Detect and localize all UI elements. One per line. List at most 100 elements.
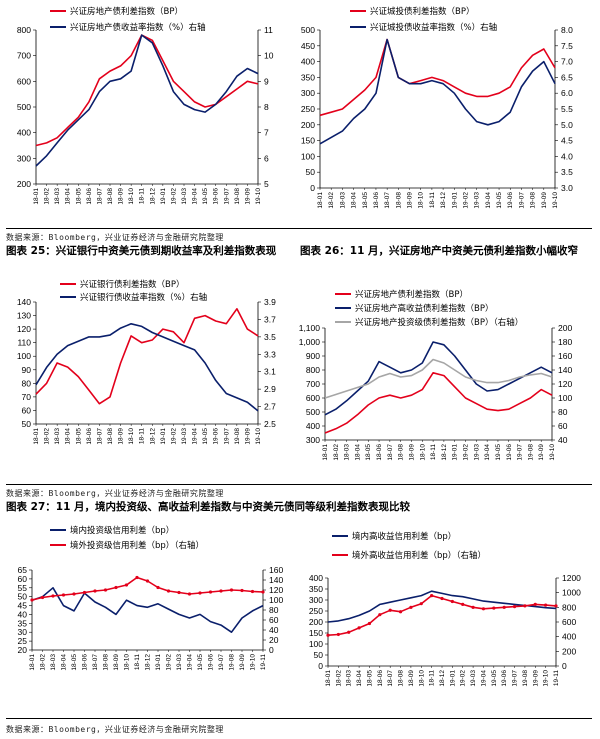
y-left-tick-label: 35 (18, 618, 28, 628)
legend-label: 境外投资级信用利差（bp）（右轴） (70, 540, 204, 551)
x-tick-label: 18-07 (387, 670, 394, 687)
series-point (450, 599, 454, 604)
x-tick-label: 19-05 (202, 188, 209, 205)
x-tick-label: 19-10 (552, 192, 559, 209)
y-right-tick-label: 100 (558, 393, 572, 403)
y-right-tick-label: 80 (269, 605, 279, 615)
y-left-tick-label: 800 (17, 25, 31, 35)
x-tick-label: 18-05 (362, 192, 369, 209)
y-right-tick-label: 800 (562, 602, 576, 612)
series-point (166, 589, 171, 593)
series-point (533, 602, 537, 607)
x-tick-label: 18-04 (356, 670, 363, 687)
x-tick-label: 19-03 (181, 428, 188, 445)
y-right-tick-label: 160 (558, 351, 572, 361)
series-line-1 (35, 307, 259, 405)
series-line-2 (319, 38, 556, 145)
x-tick-label: 19-02 (170, 188, 177, 205)
x-tick-label: 19-07 (223, 428, 230, 445)
series-point (523, 604, 527, 608)
x-tick-label: 18-11 (430, 444, 437, 461)
x-tick-label: 19-03 (181, 188, 188, 205)
y-left-tick-label: 25 (18, 636, 28, 646)
x-tick-label: 18-01 (317, 192, 324, 209)
y-left-tick-label: 450 (301, 41, 315, 51)
x-tick-label: 19-04 (192, 428, 199, 445)
x-tick-label: 18-06 (86, 188, 93, 205)
series-point (481, 607, 486, 611)
x-tick-label: 19-04 (187, 654, 194, 671)
chart-5: 2025303540455055606502040608010012014016… (18, 525, 284, 671)
x-tick-label: 18-11 (429, 192, 436, 209)
series-point (409, 605, 413, 609)
y-right-tick-label: 400 (562, 632, 576, 642)
x-tick-label: 18-01 (322, 444, 329, 461)
x-tick-label: 18-06 (373, 192, 380, 209)
y-right-tick-label: 8 (264, 102, 269, 112)
y-left-tick-label: 400 (301, 57, 315, 67)
x-tick-label: 18-08 (107, 428, 114, 445)
y-left-tick-label: 100 (301, 151, 315, 161)
series-point (145, 579, 150, 583)
y-right-tick-label: 140 (269, 575, 283, 585)
series-point (554, 604, 558, 608)
x-tick-label: 19-09 (239, 654, 246, 671)
x-tick-label: 18-07 (96, 428, 103, 445)
x-tick-label: 19-08 (234, 188, 241, 205)
x-tick-label: 19-08 (527, 444, 534, 461)
x-tick-label: 19-08 (234, 428, 241, 445)
legend-label: 兴证银行债收益率指数（%）右轴 (80, 292, 207, 303)
y-right-tick-label: 6.0 (561, 88, 573, 98)
x-tick-label: 19-05 (202, 428, 209, 445)
y-left-tick-label: 200 (301, 120, 315, 130)
y-right-tick-label: 5.0 (561, 120, 573, 130)
series-point (544, 603, 548, 607)
y-right-tick-label: 3.3 (264, 349, 276, 359)
y-left-tick-label: 200 (309, 617, 323, 627)
x-tick-label: 19-05 (197, 654, 204, 671)
y-right-tick-label: 3.5 (561, 167, 573, 177)
x-tick-label: 19-02 (463, 444, 470, 461)
x-tick-label: 18-02 (328, 192, 335, 209)
x-tick-label: 19-05 (491, 670, 498, 687)
series-point (512, 605, 517, 609)
x-tick-label: 19-06 (501, 670, 508, 687)
x-tick-label: 18-10 (124, 654, 131, 671)
x-tick-label: 18-06 (82, 654, 89, 671)
y-right-tick-label: 600 (562, 617, 576, 627)
y-right-tick-label: 80 (558, 407, 568, 417)
y-right-tick-label: 8.0 (561, 25, 573, 35)
x-tick-label: 19-10 (255, 188, 262, 205)
x-tick-label: 18-09 (118, 428, 125, 445)
x-tick-label: 19-01 (160, 428, 167, 445)
x-tick-label: 18-05 (366, 670, 373, 687)
legend-label: 境内投资级信用利差（bp） (70, 525, 174, 536)
y-right-tick-label: 60 (558, 421, 568, 431)
y-left-tick-label: 500 (301, 25, 315, 35)
y-right-tick-label: 120 (558, 379, 572, 389)
divider-3 (6, 718, 592, 719)
x-tick-label: 18-03 (54, 188, 61, 205)
series-point (82, 590, 87, 595)
x-tick-label: 18-12 (439, 670, 446, 687)
y-left-tick-label: 150 (301, 136, 315, 146)
x-tick-label: 18-08 (398, 670, 405, 687)
x-tick-label: 19-02 (166, 654, 173, 671)
x-tick-label: 19-01 (160, 188, 167, 205)
chart-1: 200 300 400 500 600 700 800 5 6 7 8 9 10 11 18-01 18-02… (17, 6, 274, 205)
x-tick-label: 18-10 (418, 670, 425, 687)
legend-label: 兴证房地产高收益债利差指数（BP） (355, 303, 493, 314)
y-right-tick-label: 3.1 (264, 367, 276, 377)
x-tick-label: 19-04 (484, 444, 491, 461)
x-tick-label: 19-04 (485, 192, 492, 209)
series-point (93, 589, 97, 593)
x-tick-label: 19-06 (208, 654, 215, 671)
y-left-tick-label: 45 (18, 601, 28, 611)
y-right-tick-label: 100 (269, 595, 283, 605)
x-tick-label: 19-10 (255, 428, 262, 445)
x-tick-label: 19-06 (507, 192, 514, 209)
x-tick-label: 18-08 (107, 188, 114, 205)
chart-6: 0501001502002503003504000200400600800100… (309, 531, 581, 687)
y-right-tick-label: 40 (558, 435, 568, 445)
series-point (208, 590, 213, 594)
